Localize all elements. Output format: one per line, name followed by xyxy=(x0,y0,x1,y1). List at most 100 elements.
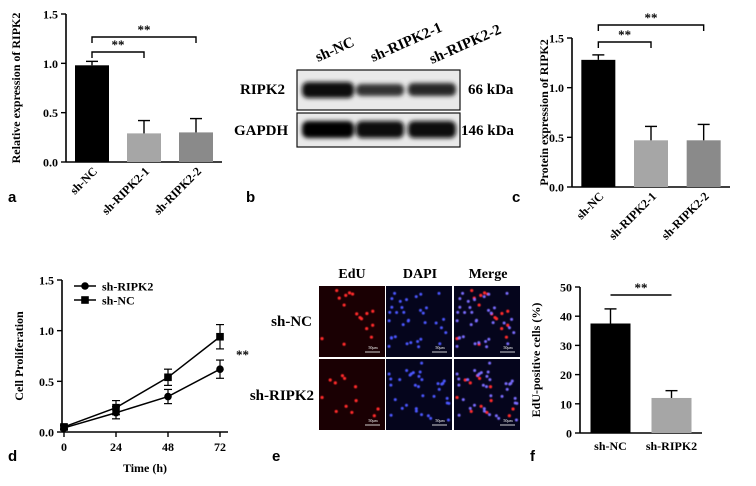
legend-marker xyxy=(81,296,89,304)
dapi-nucleus xyxy=(463,311,467,315)
dapi-nucleus xyxy=(445,401,449,405)
y-tick-label: 30 xyxy=(560,339,572,353)
dapi-nucleus xyxy=(477,341,481,345)
dapi-nucleus xyxy=(506,342,510,346)
panel-label-d: d xyxy=(8,448,17,465)
y-axis-title: Protein expression of RIPK2 xyxy=(537,39,551,186)
data-point xyxy=(164,373,172,382)
dapi-nucleus xyxy=(513,401,517,405)
dapi-nucleus xyxy=(466,299,470,303)
edu-nucleus xyxy=(455,337,459,341)
edu-nucleus xyxy=(350,410,354,415)
y-axis-title: EdU-positive cells (%) xyxy=(529,303,543,418)
edu-nucleus xyxy=(371,309,375,313)
dapi-nucleus xyxy=(487,292,491,296)
dapi-nucleus xyxy=(416,385,420,389)
dapi-nucleus xyxy=(514,418,518,422)
dapi-nucleus xyxy=(512,331,516,335)
dapi-nucleus xyxy=(423,321,427,325)
dapi-nucleus xyxy=(508,382,512,386)
scale-bar-label: 50μm xyxy=(503,345,513,350)
significance-label: ** xyxy=(138,22,151,37)
y-tick-label: 1.0 xyxy=(43,57,58,71)
dapi-nucleus xyxy=(479,371,483,375)
edu-nucleus xyxy=(506,309,510,313)
dapi-nucleus xyxy=(438,342,442,346)
edu-nucleus xyxy=(372,414,376,418)
dapi-nucleus xyxy=(485,345,489,349)
dapi-nucleus xyxy=(400,406,404,410)
dapi-nucleus xyxy=(485,374,489,378)
dapi-nucleus xyxy=(492,306,496,310)
microscopy-cells xyxy=(387,361,451,422)
legend-label: sh-RIPK2 xyxy=(102,280,153,294)
edu-nucleus xyxy=(477,376,482,381)
dapi-nucleus xyxy=(491,321,495,325)
y-tick-label: 1.0 xyxy=(39,324,54,338)
data-point xyxy=(216,365,224,373)
significance-label: ** xyxy=(618,27,631,42)
edu-nucleus xyxy=(470,288,474,293)
edu-nucleus xyxy=(342,303,346,307)
dapi-nucleus xyxy=(395,311,399,315)
dapi-nucleus xyxy=(489,394,493,398)
edu-nucleus xyxy=(333,381,337,385)
edu-nucleus xyxy=(334,409,338,414)
microscopy-tile xyxy=(386,286,452,357)
blot-band-gapdh-lane3 xyxy=(408,121,456,138)
dapi-nucleus xyxy=(461,291,465,295)
edu-nucleus xyxy=(376,407,380,411)
dapi-nucleus xyxy=(436,382,440,386)
edu-nucleus xyxy=(479,293,483,297)
dapi-nucleus xyxy=(390,297,394,301)
dapi-nucleus xyxy=(387,344,391,348)
dapi-nucleus xyxy=(486,370,490,374)
dapi-nucleus xyxy=(432,394,436,398)
y-tick-label: 50 xyxy=(560,281,572,295)
dapi-nucleus xyxy=(444,331,448,335)
edu-nucleus xyxy=(320,395,324,400)
scale-bar-label: 50μm xyxy=(368,345,378,350)
microscopy-cells xyxy=(455,361,519,422)
edu-nucleus xyxy=(365,311,369,316)
dapi-nucleus xyxy=(442,379,446,383)
dapi-nucleus xyxy=(470,310,474,314)
bar xyxy=(651,397,692,433)
y-tick-label: 0.5 xyxy=(39,375,54,389)
edu-nucleus xyxy=(455,395,459,400)
dapi-nucleus xyxy=(497,416,501,420)
scale-bar-label: 50μm xyxy=(503,418,513,423)
dapi-nucleus xyxy=(445,396,449,400)
dapi-nucleus xyxy=(414,409,418,413)
dapi-nucleus xyxy=(393,291,397,295)
edu-nucleus xyxy=(482,291,487,295)
dapi-nucleus xyxy=(457,377,461,381)
edu-nucleus xyxy=(485,410,489,415)
dapi-nucleus xyxy=(461,335,465,339)
dapi-nucleus xyxy=(398,378,402,382)
dapi-nucleus xyxy=(402,310,406,314)
dapi-nucleus xyxy=(486,308,490,312)
significance-label: ** xyxy=(635,280,648,295)
dapi-nucleus xyxy=(401,323,405,327)
dapi-nucleus xyxy=(389,413,393,417)
dapi-nucleus xyxy=(476,373,480,377)
panel-label-c: c xyxy=(512,189,520,206)
dapi-nucleus xyxy=(482,407,486,411)
dapi-nucleus xyxy=(505,291,509,295)
significance-label: ** xyxy=(645,10,658,25)
bar xyxy=(179,132,213,162)
dapi-nucleus xyxy=(513,396,517,400)
microscopy-cells xyxy=(387,291,448,349)
edu-nucleus xyxy=(365,326,369,331)
edu-nucleus xyxy=(351,292,355,296)
x-axis-title: Time (h) xyxy=(123,461,167,475)
panel-label-b: b xyxy=(246,189,255,206)
y-tick-label: 0.0 xyxy=(549,181,564,195)
dapi-nucleus xyxy=(455,319,459,323)
edu-nucleus xyxy=(347,291,352,295)
microscopy-tile xyxy=(454,359,520,430)
blot-band-ripk2-lane2 xyxy=(356,84,404,96)
blot-protein-label-gapdh: GAPDH xyxy=(234,123,288,139)
dapi-nucleus xyxy=(393,398,397,402)
